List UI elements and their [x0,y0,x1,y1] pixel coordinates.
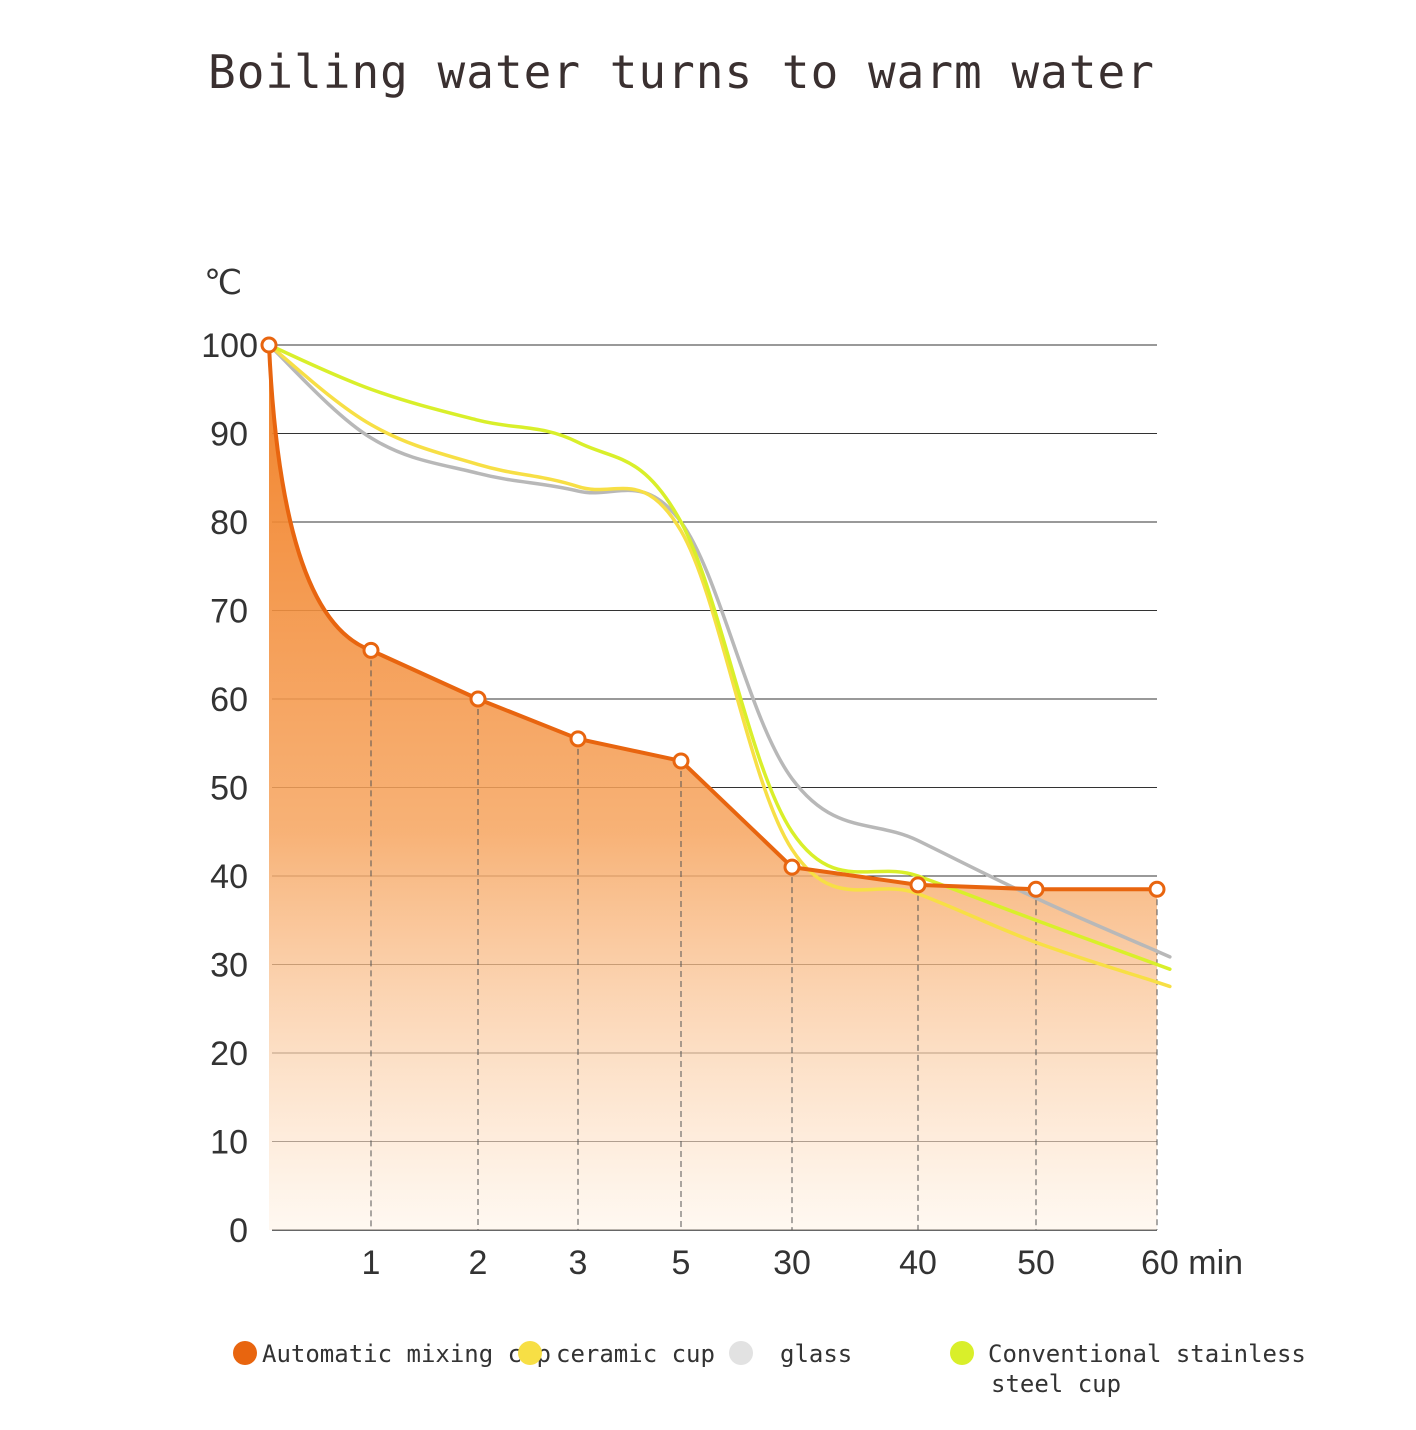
x-tick-label: 3 [569,1244,588,1282]
series-line-conventional-stainless-steel-cup [267,343,1172,971]
series-line-automatic-mixing-cup [267,344,1157,892]
data-point [783,858,801,876]
y-tick-label: 40 [210,858,248,896]
x-tick-label: 2 [469,1244,488,1282]
legend-item-conventional-stainless-steel-cup: Conventional stainless steel cup [950,1340,1306,1398]
legend-swatch [950,1341,974,1365]
x-tick-label: 50 [1017,1244,1055,1282]
x-tick-label: 1 [362,1244,381,1282]
data-point [909,876,927,894]
legend-item-glass: glass [729,1340,852,1368]
data-point [1148,880,1166,898]
y-tick-label: 50 [210,770,248,808]
y-tick-label: 80 [210,504,248,542]
area-fill-automatic-mixing-cup [269,345,1157,1230]
series-line-ceramic-cup [267,343,1172,989]
x-tick-label: 5 [672,1244,691,1282]
y-tick-labels: 0 10 20 30 40 50 60 70 80 90 100 [201,327,258,1250]
x-tick-label: 40 [899,1244,937,1282]
y-tick-label: 0 [229,1212,248,1250]
data-point [260,336,278,354]
vertical-guides [370,650,1158,1230]
legend-label: Automatic mixing cup [262,1340,551,1368]
y-tick-label: 100 [201,327,258,365]
data-point [362,641,380,659]
legend-item-ceramic-cup: ceramic cup [518,1340,715,1368]
x-tick-label: 30 [773,1244,811,1282]
legend-swatch [729,1341,753,1365]
y-axis-unit: ℃ [204,264,242,302]
legend-swatch [518,1341,542,1365]
y-tick-label: 90 [210,416,248,454]
y-tick-label: 20 [210,1035,248,1073]
y-tick-label: 10 [210,1124,248,1162]
y-tick-label: 30 [210,947,248,985]
series-line-glass [267,343,1172,959]
y-tick-label: 60 [210,681,248,719]
x-tick-labels: 1 2 3 5 30 40 50 60 min [362,1244,1244,1282]
legend-swatch [233,1341,257,1365]
data-markers [260,336,1166,898]
legend: Automatic mixing cup ceramic cup glass Conv… [233,1340,1306,1398]
data-point [469,690,487,708]
chart-title: Boiling water turns to warm water [208,45,1155,99]
data-point [1027,880,1045,898]
x-tick-label: 60 min [1141,1244,1243,1282]
legend-item-automatic-mixing-cup: Automatic mixing cup [233,1340,551,1368]
series-lines [267,343,1172,989]
area-fill [269,345,1157,1230]
legend-label: ceramic cup [556,1340,715,1368]
legend-label: Conventional stainless steel cup [988,1340,1306,1398]
legend-label: glass [780,1340,852,1368]
data-point [672,752,690,770]
data-point [569,730,587,748]
y-tick-label: 70 [210,593,248,631]
